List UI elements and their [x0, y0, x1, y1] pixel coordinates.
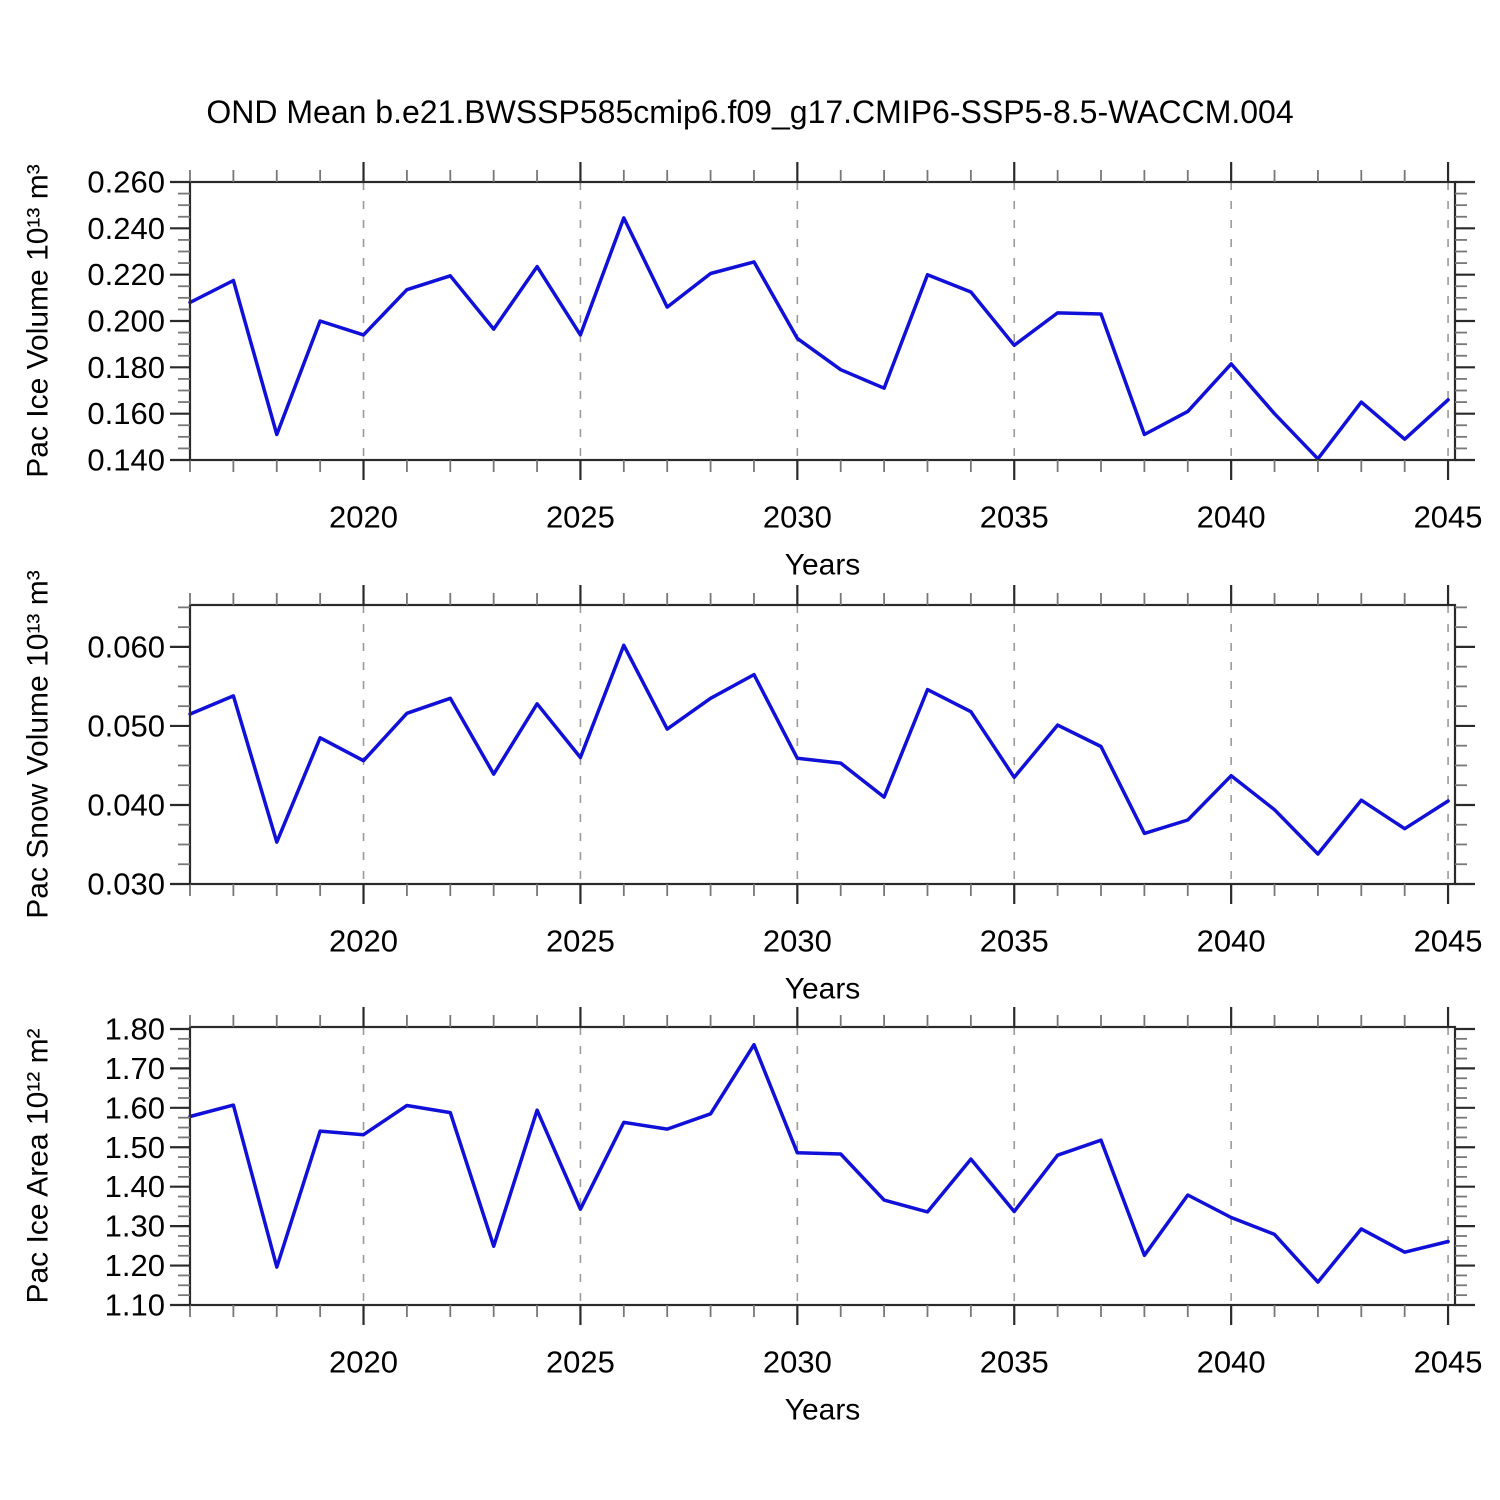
x-tick-label: 2025: [546, 500, 615, 535]
y-tick-label: 1.40: [105, 1169, 165, 1204]
y-tick-label: 1.80: [105, 1011, 165, 1046]
x-axis-title: Years: [785, 549, 861, 582]
x-tick-label: 2020: [329, 500, 398, 535]
plot-frame: [188, 603, 1457, 886]
x-tick-label: 2045: [1414, 924, 1483, 959]
x-tick-label: 2030: [763, 500, 832, 535]
plot-frame: [188, 180, 1457, 462]
y-tick-label: 1.60: [105, 1090, 165, 1125]
y-tick-label: 1.30: [105, 1209, 165, 1244]
pac-ice-area-chart: 1.10 1.20 1.30 1.40 1.50 1.60 1.70 1.80 2020 2025…: [22, 1007, 1483, 1427]
y-tick-label: 0.140: [87, 443, 165, 478]
y-tick-label: 0.030: [87, 867, 165, 902]
x-tick-label: 2035: [980, 924, 1049, 959]
y-tick-label: 0.180: [87, 350, 165, 385]
y-tick-label: 0.260: [87, 165, 165, 200]
y-axis-title: Pac Ice Volume 10¹³ m³: [22, 164, 55, 477]
x-tick-label: 2020: [329, 924, 398, 959]
y-tick-label: 0.050: [87, 708, 165, 743]
pac-ice-volume-series-line: [188, 216, 1450, 461]
x-tick-label: 2020: [329, 1345, 398, 1380]
x-axis-title: Years: [785, 973, 861, 1006]
x-tick-label: 2040: [1197, 924, 1266, 959]
x-tick-label: 2035: [980, 1345, 1049, 1380]
x-tick-label: 2040: [1197, 500, 1266, 535]
y-tick-label: 0.220: [87, 257, 165, 292]
y-axis-title: Pac Ice Area 10¹² m²: [22, 1028, 55, 1303]
x-tick-label: 2030: [763, 1345, 832, 1380]
pac-ice-area-series-line: [188, 1042, 1450, 1284]
x-tick-label: 2045: [1414, 1345, 1483, 1380]
y-tick-label: 1.20: [105, 1248, 165, 1283]
x-tick-label: 2045: [1414, 500, 1483, 535]
y-tick-label: 1.70: [105, 1051, 165, 1086]
pac-ice-volume-chart: 0.140 0.160 0.180 0.200 0.220 0.240 0.260 2020 2…: [22, 162, 1483, 582]
x-tick-label: 2025: [546, 1345, 615, 1380]
y-tick-label: 1.10: [105, 1288, 165, 1323]
x-tick-label: 2040: [1197, 1345, 1266, 1380]
y-tick-label: 0.160: [87, 396, 165, 431]
y-axis-title: Pac Snow Volume 10¹³ m³: [22, 570, 55, 918]
y-tick-label: 1.50: [105, 1130, 165, 1165]
x-tick-label: 2035: [980, 500, 1049, 535]
pac-snow-volume-chart: 0.030 0.040 0.050 0.060 2020 2025 2030 2035 2040…: [22, 570, 1483, 1005]
x-axis-title: Years: [785, 1394, 861, 1427]
y-tick-label: 0.200: [87, 304, 165, 339]
y-tick-label: 0.040: [87, 787, 165, 822]
x-tick-label: 2025: [546, 924, 615, 959]
y-tick-label: 0.060: [87, 629, 165, 664]
x-tick-label: 2030: [763, 924, 832, 959]
chart-title: OND Mean b.e21.BWSSP585cmip6.f09_g17.CMI…: [206, 94, 1294, 130]
y-tick-label: 0.240: [87, 211, 165, 246]
plot-frame: [188, 1025, 1457, 1307]
pac-snow-volume-series-line: [188, 643, 1450, 856]
